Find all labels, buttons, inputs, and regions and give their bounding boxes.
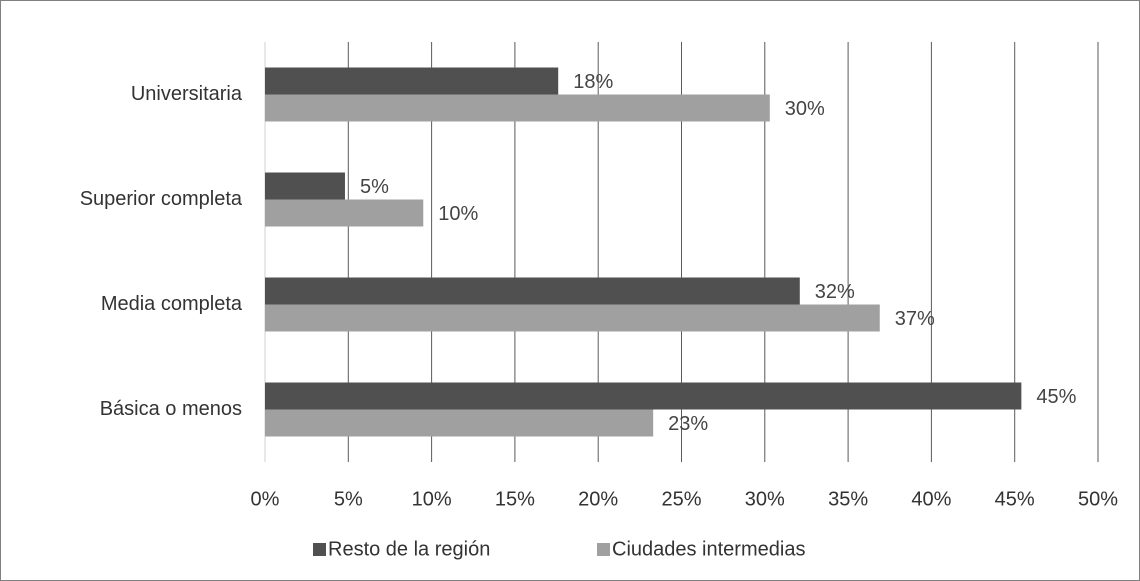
bar <box>265 304 880 332</box>
data-label: 32% <box>815 281 855 303</box>
legend-label: Ciudades intermedias <box>612 538 805 560</box>
bar <box>265 67 559 95</box>
y-tick-label: Básica o menos <box>100 398 242 420</box>
data-label: 5% <box>360 176 389 198</box>
legend-swatch <box>313 543 326 556</box>
x-tick-label: 0% <box>251 488 280 510</box>
bar <box>265 277 800 305</box>
x-tick-label: 50% <box>1078 488 1118 510</box>
bar <box>265 172 345 200</box>
x-tick-label: 15% <box>495 488 535 510</box>
data-label: 23% <box>668 413 708 435</box>
bar <box>265 409 654 437</box>
bar <box>265 94 770 122</box>
data-label: 45% <box>1036 386 1076 408</box>
x-tick-label: 5% <box>334 488 363 510</box>
y-tick-label: Superior completa <box>80 188 243 210</box>
bar <box>265 199 424 227</box>
x-tick-label: 40% <box>911 488 951 510</box>
x-tick-label: 30% <box>745 488 785 510</box>
legend-swatch <box>597 543 610 556</box>
bar <box>265 382 1022 410</box>
y-tick-label: Media completa <box>101 293 243 315</box>
data-label: 30% <box>785 98 825 120</box>
x-tick-label: 25% <box>661 488 701 510</box>
x-tick-label: 35% <box>828 488 868 510</box>
data-label: 10% <box>438 203 478 225</box>
x-tick-label: 45% <box>995 488 1035 510</box>
data-label: 37% <box>895 308 935 330</box>
y-tick-label: Universitaria <box>131 83 243 105</box>
x-tick-label: 10% <box>412 488 452 510</box>
legend-label: Resto de la región <box>328 538 490 560</box>
data-label: 18% <box>573 71 613 93</box>
x-tick-label: 20% <box>578 488 618 510</box>
